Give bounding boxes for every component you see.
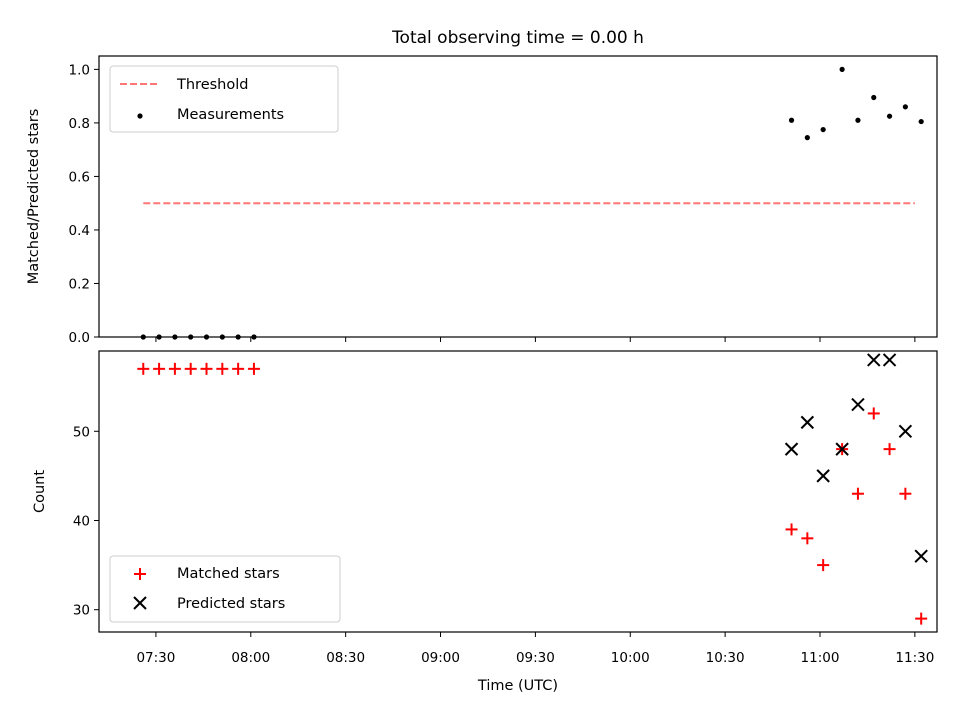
x-tick-label: 08:30 xyxy=(326,650,365,666)
matched-star-point xyxy=(867,407,880,420)
predicted-star-point xyxy=(914,549,928,563)
measurement-point xyxy=(804,135,810,141)
x-tick-label: 07:30 xyxy=(136,650,175,666)
top-y-tick-label: 0.2 xyxy=(69,276,90,292)
predicted-star-point xyxy=(800,415,815,430)
measurement-point xyxy=(902,104,908,110)
matched-star-point xyxy=(168,362,181,375)
measurement-point xyxy=(855,117,861,123)
x-tick-label: 08:00 xyxy=(231,650,270,666)
x-tick-label: 09:30 xyxy=(516,650,555,666)
matched-star-point xyxy=(200,362,213,375)
matched-star-point xyxy=(216,362,229,375)
legend-predicted-swatch xyxy=(133,596,147,610)
predicted-star-point xyxy=(867,353,881,367)
legend-threshold-label: Threshold xyxy=(176,77,248,93)
bottom-y-tick-label: 50 xyxy=(73,424,90,440)
predicted-star-point xyxy=(882,353,897,367)
top-y-tick-label: 0.4 xyxy=(69,223,90,239)
matched-star-point xyxy=(184,362,197,375)
x-tick-label: 11:00 xyxy=(801,650,840,666)
x-axis-label: Time (UTC) xyxy=(477,678,558,694)
measurement-point xyxy=(820,126,826,133)
matched-star-point xyxy=(915,612,928,625)
legend-matched-label: Matched stars xyxy=(177,566,280,582)
top-panel: 0.0 0.2 0.4 0.6 0.8 1.0 Matched/Predicted sta… xyxy=(26,55,938,346)
legend-predicted-label: Predicted stars xyxy=(177,596,285,612)
bottom-y-tick-label: 40 xyxy=(73,513,90,529)
predicted-star-point xyxy=(816,469,830,483)
measurement-point xyxy=(886,113,893,119)
legend-measurements-label: Measurements xyxy=(177,107,284,123)
matched-star-point xyxy=(247,362,260,375)
matched-star-point xyxy=(801,532,814,545)
matched-star-point xyxy=(883,443,896,456)
top-legend-box xyxy=(109,65,339,133)
measurement-point xyxy=(918,118,924,125)
x-tick-label: 11:30 xyxy=(895,650,934,666)
legend-measurements-swatch xyxy=(137,113,143,119)
bottom-x-ticks: 07:30 08:00 08:30 09:00 09:30 10:00 10:30 11:00… xyxy=(136,632,934,666)
bottom-y-ticks: 30 40 50 xyxy=(73,424,99,619)
bottom-marks xyxy=(137,353,928,625)
chart-title: Total observing time = 0.00 h xyxy=(391,28,644,48)
top-y-tick-label: 1.0 xyxy=(69,62,90,78)
bottom-y-axis-label: Count xyxy=(32,470,48,513)
x-tick-label: 10:00 xyxy=(611,650,650,666)
top-y-tick-label: 0.0 xyxy=(69,330,90,346)
bottom-panel: 30 40 50 07:30 08:00 08:30 09:00 09:30 10:00 10:… xyxy=(32,350,938,694)
top-y-tick-label: 0.6 xyxy=(69,169,90,185)
measurement-point xyxy=(871,94,877,101)
matched-star-point xyxy=(899,487,912,500)
predicted-star-point xyxy=(851,397,865,412)
matched-star-point xyxy=(137,362,150,375)
legend-matched-swatch xyxy=(134,568,146,580)
bottom-legend-box xyxy=(109,555,341,623)
matched-star-point xyxy=(817,559,830,572)
measurement-point xyxy=(839,66,845,72)
matched-star-point xyxy=(232,362,245,375)
predicted-star-point xyxy=(898,424,913,438)
matched-star-point xyxy=(153,362,166,375)
bottom-y-tick-label: 30 xyxy=(73,603,90,619)
top-legend: Threshold Measurements xyxy=(109,65,339,133)
top-y-tick-label: 0.8 xyxy=(69,116,90,132)
predicted-star-point xyxy=(784,442,799,456)
top-axes-frame xyxy=(98,55,938,338)
measurement-point xyxy=(788,117,795,123)
x-tick-label: 09:00 xyxy=(421,650,460,666)
top-y-axis-label: Matched/Predicted stars xyxy=(26,109,42,285)
top-y-ticks: 0.0 0.2 0.4 0.6 0.8 1.0 xyxy=(69,62,99,346)
predicted-star-point xyxy=(835,442,849,456)
x-tick-label: 10:30 xyxy=(706,650,745,666)
matched-star-point xyxy=(785,523,798,536)
matched-star-point xyxy=(851,487,864,500)
bottom-legend: Matched stars Predicted stars xyxy=(109,555,341,623)
top-x-ticks xyxy=(155,337,916,342)
bottom-axes-frame xyxy=(98,350,938,633)
